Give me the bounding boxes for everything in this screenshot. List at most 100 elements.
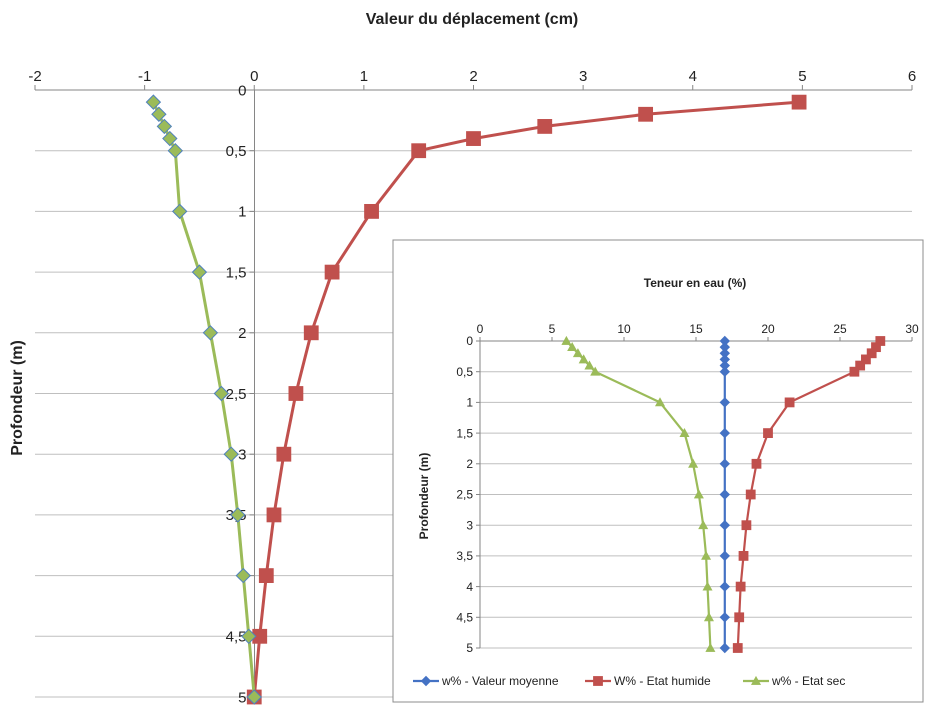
inset-data-point — [741, 520, 752, 531]
inset-data-point — [719, 489, 731, 500]
main-data-point — [156, 118, 173, 135]
main-data-point — [791, 94, 807, 110]
main-data-point — [276, 446, 292, 462]
inset-data-point — [679, 427, 690, 438]
main-data-point — [235, 567, 251, 584]
inset-y-tick-label: 1 — [466, 396, 473, 410]
inset-data-point — [701, 550, 712, 560]
inset-y-tick-label: 4,5 — [456, 611, 473, 625]
main-y-tick-label: 0 — [238, 82, 246, 99]
main-data-point — [241, 628, 257, 645]
inset-series-0 — [719, 335, 731, 654]
main-y-tick-label: 0,5 — [226, 143, 247, 160]
inset-data-point — [654, 397, 666, 407]
main-data-point — [162, 130, 178, 147]
inset-data-point — [578, 354, 589, 364]
main-x-tick-label: 6 — [908, 68, 916, 85]
main-data-point — [167, 142, 184, 159]
main-data-point — [303, 325, 319, 341]
inset-y-tick-label: 0,5 — [456, 365, 473, 379]
inset-data-point — [719, 366, 731, 377]
legend-label: w% - Etat sec — [771, 674, 845, 688]
main-data-point — [364, 203, 379, 219]
inset-data-point — [734, 612, 745, 623]
main-data-point — [288, 386, 304, 401]
inset-chart: 0 5 10 15 20 25 30 0 0,5 1 1,5 2 2,5 3 3,5 4 4,5 5 Teneu… — [392, 239, 924, 703]
inset-x-tick-label: 15 — [689, 322, 703, 336]
main-y-tick-label: 2 — [238, 325, 246, 342]
inset-data-point — [719, 397, 731, 408]
main-x-axis-title: Valeur du déplacement (cm) — [366, 11, 579, 28]
inset-data-point — [702, 581, 713, 591]
inset-data-point — [745, 489, 756, 500]
main-x-tick-label: 0 — [250, 68, 258, 85]
inset-x-tick-label: 30 — [905, 322, 919, 336]
inset-x-axis-title: Teneur en eau (%) — [644, 276, 746, 290]
inset-data-point — [698, 520, 709, 530]
inset-data-point — [719, 519, 731, 531]
inset-data-point — [584, 360, 595, 370]
inset-data-point — [866, 348, 877, 359]
main-y-tick-label: 2,5 — [226, 386, 247, 403]
main-x-tick-label: -2 — [28, 68, 41, 85]
inset-x-tick-label: 20 — [761, 322, 775, 336]
inset-legend: w% - Valeur moyenne W% - Etat humide w% - … — [413, 674, 845, 688]
main-data-point — [258, 568, 274, 583]
main-data-point — [638, 106, 654, 122]
inset-y-tick-label: 5 — [466, 641, 473, 655]
main-y-tick-label: 4,5 — [226, 629, 247, 646]
inset-x-tick-labels: 0 5 10 15 20 25 30 — [477, 322, 919, 336]
legend-marker — [420, 675, 432, 687]
inset-data-point — [732, 643, 743, 653]
inset-y-tick-label: 4 — [466, 580, 473, 594]
main-data-point — [537, 119, 553, 134]
main-y-tick-labels: 00,511,522,533,544,55 — [226, 82, 247, 706]
inset-y-axis-title: Profondeur (m) — [417, 453, 431, 540]
inset-data-point — [855, 360, 866, 371]
main-x-tick-label: 5 — [798, 68, 806, 85]
main-data-point — [411, 143, 427, 159]
legend-marker — [750, 675, 762, 685]
inset-data-point — [719, 458, 731, 470]
main-data-point — [266, 507, 282, 523]
legend-label: w% - Valeur moyenne — [441, 674, 559, 688]
main-data-point — [230, 507, 246, 523]
inset-data-point — [561, 335, 572, 345]
main-data-point — [466, 131, 481, 146]
main-data-point — [223, 446, 239, 462]
inset-data-point — [567, 342, 578, 352]
main-x-tick-label: 1 — [360, 68, 368, 85]
inset-y-tick-label: 2,5 — [456, 488, 473, 502]
inset-x-tick-label: 5 — [549, 322, 556, 336]
main-series-line — [252, 100, 800, 698]
main-data-point — [246, 689, 262, 705]
inset-data-point — [751, 458, 762, 469]
inset-data-point — [688, 458, 699, 468]
inset-data-point — [590, 366, 601, 376]
main-chart: -2 -1 0 1 2 3 4 5 6 0 0,5 1 1,5 2 2,5 3 3,5 4 4,5 5 Valeur… — [9, 11, 916, 706]
main-x-tick-label: -1 — [138, 68, 151, 85]
inset-data-point — [693, 489, 704, 499]
inset-data-point — [861, 354, 871, 365]
inset-data-point — [703, 612, 714, 622]
main-data-point — [151, 106, 167, 122]
inset-y-tick-label: 3 — [466, 518, 473, 532]
inset-data-point — [705, 642, 716, 652]
inset-y-tick-label: 1,5 — [456, 426, 473, 440]
main-axes — [34, 85, 913, 698]
main-x-tick-labels: -2 -1 0 1 2 3 4 5 6 — [28, 68, 916, 85]
inset-data-point — [572, 348, 583, 358]
main-x-tick-label: 2 — [469, 68, 477, 85]
inset-data-point — [719, 427, 731, 439]
legend-label: W% - Etat humide — [614, 674, 711, 688]
inset-x-tick-label: 10 — [617, 322, 631, 336]
main-series — [145, 94, 807, 705]
inset-x-tick-label: 0 — [477, 322, 484, 336]
legend-entry-1: W% - Etat humide — [585, 674, 711, 688]
inset-y-tick-label: 0 — [466, 334, 473, 348]
legend-marker — [593, 676, 603, 686]
inset-y-tick-labels: 0 0,5 1 1,5 2 2,5 3 3,5 4 4,5 5 — [456, 334, 473, 655]
inset-x-tick-label: 25 — [833, 322, 847, 336]
main-data-point — [171, 203, 188, 220]
